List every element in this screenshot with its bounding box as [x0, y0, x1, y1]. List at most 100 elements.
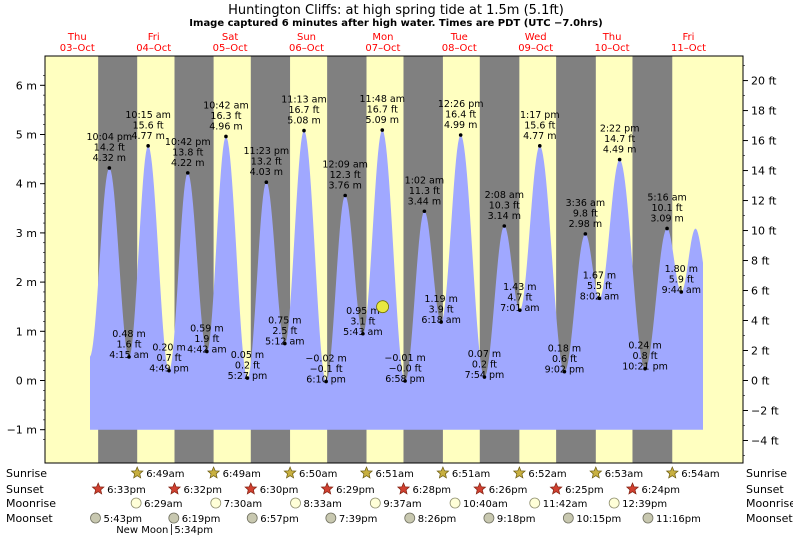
sunrise-time: 6:52am	[528, 469, 566, 480]
moonset-time: 10:15pm	[576, 514, 621, 525]
tide-extreme-point	[361, 331, 365, 336]
low-tide-label: 4:15 am	[109, 350, 148, 361]
high-tide-label: 4.77 m	[523, 131, 556, 142]
day-name-label: Thu	[67, 32, 87, 43]
tide-extreme-point	[458, 133, 463, 137]
low-tide-label: −0.01 m	[384, 353, 425, 364]
high-tide-label: 4.96 m	[209, 121, 242, 132]
sunset-icon	[396, 482, 411, 495]
high-tide-label: 11:23 pm	[243, 146, 289, 157]
low-tide-label: 6:58 pm	[385, 374, 425, 385]
day-name-label: Wed	[525, 32, 547, 43]
right-axis-tick-label: 14 ft	[751, 165, 777, 178]
day-date-label: 10–Oct	[595, 43, 630, 54]
moonrise-time: 7:30am	[224, 499, 262, 510]
high-tide-label: 3.09 m	[650, 213, 683, 224]
high-tide-label: 15.6 ft	[524, 120, 555, 131]
tide-extreme-point	[107, 166, 112, 170]
low-tide-label: 5:27 pm	[228, 371, 268, 382]
sunrise-row-label-right: Sunrise	[746, 467, 787, 480]
low-tide-label: 9:44 am	[662, 285, 701, 296]
moonrise-time: 6:29am	[144, 499, 182, 510]
low-tide-label: 1.6 ft	[117, 339, 142, 350]
moonrise-icon	[130, 497, 142, 509]
high-tide-label: 5.08 m	[287, 116, 320, 127]
high-tide-label: 11:13 am	[281, 95, 326, 106]
tide-extreme-point	[537, 144, 542, 148]
sunset-icon	[473, 482, 487, 495]
moonset-time: 9:18pm	[497, 514, 536, 525]
moonrise-icon	[449, 497, 461, 509]
right-axis-tick-label: −2 ft	[751, 404, 779, 417]
low-tide-label: 1.67 m	[583, 270, 616, 281]
moonset-time: 11:16pm	[656, 514, 701, 525]
moonrise-time: 12:39pm	[622, 499, 667, 510]
moonset-icon	[90, 512, 101, 524]
left-axis-tick-label: 4 m	[16, 178, 37, 191]
high-tide-label: 4.32 m	[93, 153, 126, 164]
tide-extreme-point	[665, 226, 669, 231]
day-name-label: Sun	[297, 32, 316, 43]
day-name-label: Fri	[683, 32, 695, 43]
day-name-label: Thu	[602, 32, 622, 43]
sunset-time: 6:24pm	[641, 485, 680, 496]
high-tide-label: 4.03 m	[250, 167, 283, 178]
sunrise-time: 6:54am	[681, 469, 719, 480]
right-axis-tick-label: 0 ft	[751, 375, 770, 388]
sunset-icon	[91, 482, 105, 495]
low-tide-label: 0.24 m	[628, 341, 661, 352]
high-tide-label: 10.3 ft	[489, 201, 520, 212]
low-tide-label: 0.75 m	[268, 316, 301, 327]
right-axis-tick-label: 4 ft	[751, 315, 770, 328]
chart-title: Huntington Cliffs: at high spring tide a…	[228, 3, 564, 18]
tide-extreme-point	[324, 379, 328, 384]
high-tide-label: 14.7 ft	[604, 134, 635, 145]
high-tide-label: 4.99 m	[444, 120, 477, 131]
low-tide-label: 1.80 m	[665, 264, 698, 275]
left-axis-tick-label: 1 m	[16, 325, 37, 338]
sunrise-time: 6:51am	[376, 469, 414, 480]
low-tide-label: 1.9 ft	[194, 334, 219, 345]
day-date-label: 09–Oct	[518, 43, 553, 54]
moonrise-time: 8:33am	[304, 499, 342, 510]
high-tide-label: 4.77 m	[131, 131, 164, 142]
moon-phase-label: New Moon	[116, 525, 168, 536]
moonrise-icon	[290, 497, 301, 509]
moonrise-icon	[608, 497, 620, 509]
high-tide-label: 13.2 ft	[251, 157, 282, 168]
tide-extreme-point	[127, 355, 131, 359]
day-date-label: 05–Oct	[213, 43, 248, 54]
sunset-icon	[167, 482, 182, 495]
sunset-time: 6:25pm	[565, 485, 604, 496]
tide-extreme-point	[597, 296, 602, 301]
low-tide-label: 0.48 m	[112, 329, 145, 340]
high-tide-label: 4.49 m	[603, 145, 636, 156]
day-name-label: Tue	[450, 32, 468, 43]
high-tide-label: 11.3 ft	[409, 186, 440, 197]
moonrise-icon	[210, 497, 222, 509]
right-axis-tick-label: 20 ft	[751, 75, 777, 88]
low-tide-label: 5.5 ft	[587, 281, 612, 292]
sunrise-time: 6:49am	[223, 469, 261, 480]
tide-extreme-point	[518, 308, 522, 312]
moonset-time: 6:57pm	[260, 514, 299, 525]
moonset-icon	[562, 512, 574, 524]
high-tide-label: 1:02 am	[405, 175, 444, 186]
moonrise-time: 10:40am	[463, 499, 508, 510]
low-tide-label: 0.6 ft	[552, 354, 577, 365]
high-tide-label: 16.4 ft	[445, 109, 476, 120]
right-axis-tick-label: 6 ft	[751, 285, 770, 298]
sunrise-time: 6:49am	[146, 469, 184, 480]
low-tide-label: 5.9 ft	[669, 274, 694, 285]
tide-extreme-point	[343, 193, 347, 198]
high-tide-label: 10:42 pm	[165, 137, 211, 148]
low-tide-label: 1.43 m	[503, 282, 536, 293]
low-tide-label: 5:43 am	[343, 327, 382, 338]
high-tide-label: 10.1 ft	[652, 203, 683, 214]
tide-extreme-point	[167, 368, 171, 373]
low-tide-label: 0.8 ft	[633, 351, 658, 362]
low-tide-label: 7:54 pm	[465, 370, 505, 381]
high-tide-label: 15.6 ft	[133, 120, 164, 131]
low-tide-label: 0.2 ft	[472, 360, 497, 371]
moonset-time: 7:39pm	[339, 514, 378, 525]
